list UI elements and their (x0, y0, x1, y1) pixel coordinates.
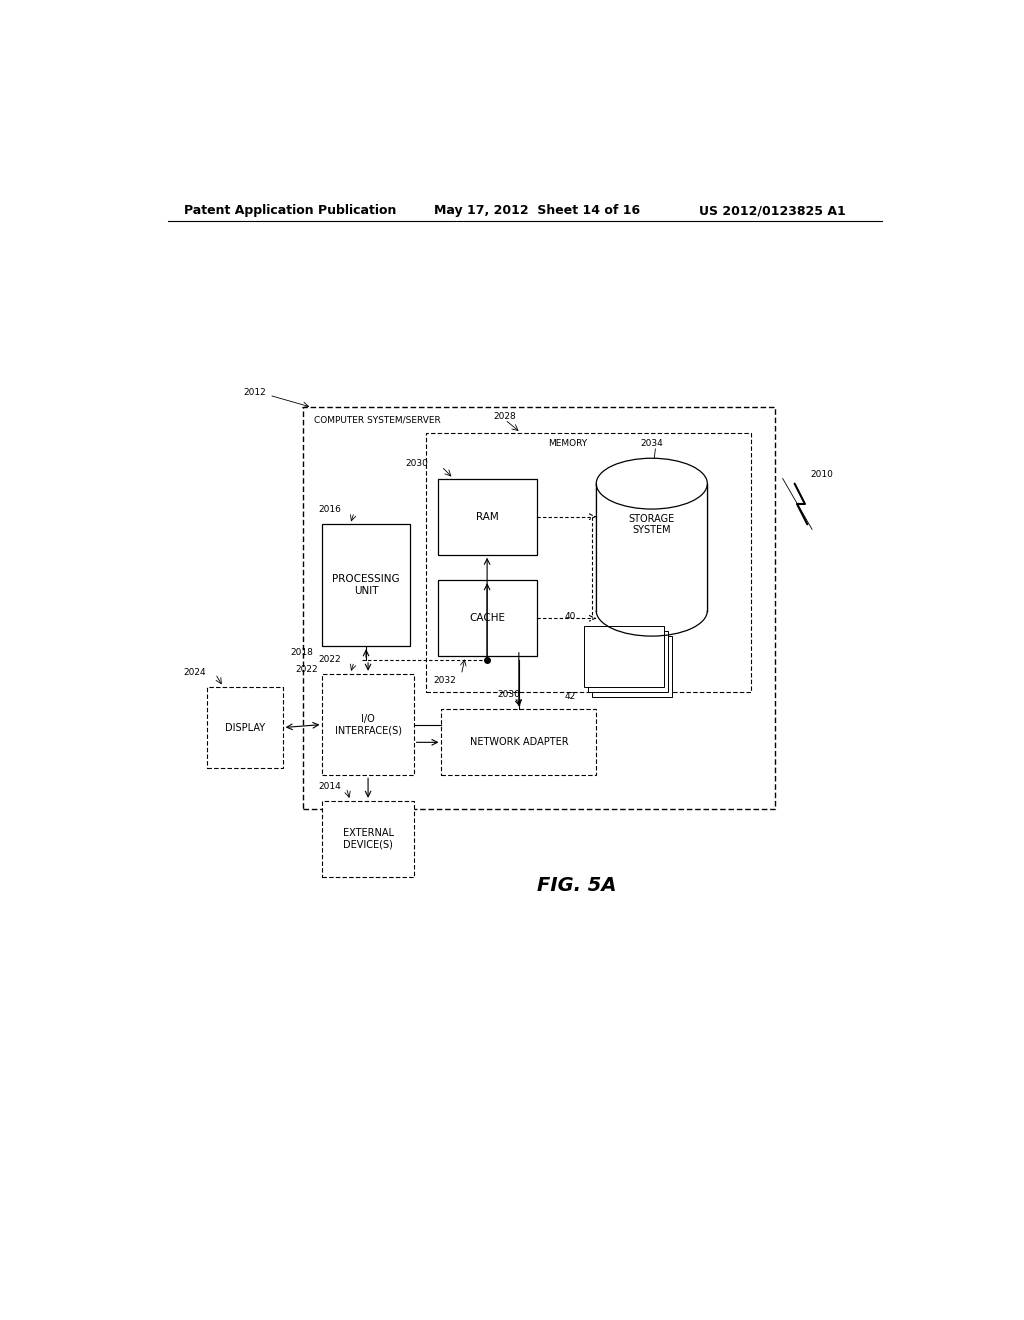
Text: US 2012/0123825 A1: US 2012/0123825 A1 (699, 205, 846, 216)
Polygon shape (437, 479, 537, 554)
Text: 2024: 2024 (183, 668, 206, 677)
Text: MEMORY: MEMORY (549, 440, 588, 447)
Polygon shape (426, 433, 751, 692)
Text: RAM: RAM (476, 512, 499, 521)
Text: 2028: 2028 (494, 412, 516, 421)
Text: 2014: 2014 (318, 781, 341, 791)
Text: NETWORK ADAPTER: NETWORK ADAPTER (470, 738, 568, 747)
Polygon shape (323, 673, 414, 775)
Text: 2010: 2010 (811, 470, 834, 479)
Polygon shape (585, 626, 664, 686)
Text: 2012: 2012 (243, 388, 266, 397)
Polygon shape (588, 631, 668, 692)
Text: 2030: 2030 (406, 459, 429, 469)
Polygon shape (323, 801, 414, 876)
Text: 42: 42 (564, 692, 575, 701)
Text: STORAGE
SYSTEM: STORAGE SYSTEM (629, 513, 675, 535)
Text: FIG. 5A: FIG. 5A (537, 876, 616, 895)
Polygon shape (441, 709, 596, 775)
Text: CACHE: CACHE (469, 614, 505, 623)
Polygon shape (207, 686, 283, 768)
Text: 2016: 2016 (318, 506, 341, 515)
Text: 2022: 2022 (296, 665, 318, 675)
Text: I/O
INTERFACE(S): I/O INTERFACE(S) (335, 714, 401, 735)
Text: 2022: 2022 (318, 655, 341, 664)
Ellipse shape (596, 458, 708, 510)
Text: 2034: 2034 (640, 440, 663, 447)
Text: 2030: 2030 (497, 690, 520, 700)
Text: 2032: 2032 (433, 676, 457, 685)
Text: PROCESSING
UNIT: PROCESSING UNIT (332, 574, 400, 597)
Polygon shape (437, 581, 537, 656)
Polygon shape (596, 483, 708, 611)
Polygon shape (303, 408, 775, 809)
Text: May 17, 2012  Sheet 14 of 16: May 17, 2012 Sheet 14 of 16 (433, 205, 640, 216)
Text: COMPUTER SYSTEM/SERVER: COMPUTER SYSTEM/SERVER (314, 416, 441, 425)
Text: DISPLAY: DISPLAY (225, 722, 265, 733)
Text: 2018: 2018 (291, 648, 313, 657)
Text: 40: 40 (564, 612, 575, 620)
Polygon shape (323, 524, 410, 647)
Polygon shape (592, 636, 672, 697)
Text: Patent Application Publication: Patent Application Publication (183, 205, 396, 216)
Text: EXTERNAL
DEVICE(S): EXTERNAL DEVICE(S) (343, 828, 393, 850)
